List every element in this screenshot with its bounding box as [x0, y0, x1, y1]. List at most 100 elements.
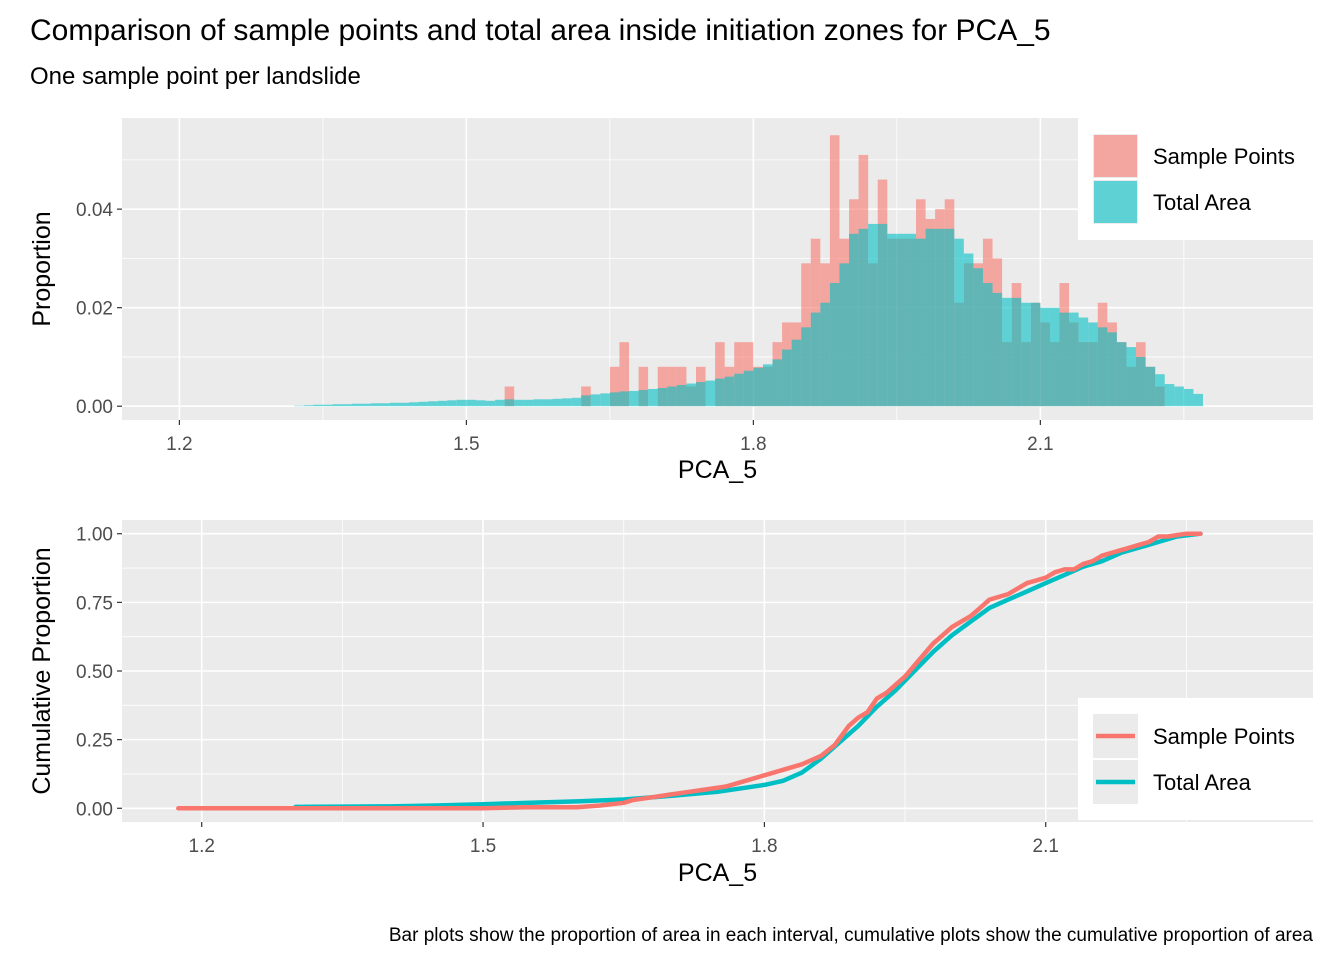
bar [791, 339, 802, 407]
legend: Sample Points Total Area [1078, 118, 1313, 240]
bar [1107, 332, 1117, 407]
bar [638, 389, 649, 407]
y-tick-label: 0.50 [76, 662, 113, 683]
bar [408, 402, 419, 407]
bar [868, 223, 878, 407]
bar [523, 399, 534, 407]
bar [896, 233, 907, 407]
line-series-sample-points [176, 531, 1203, 811]
bar [466, 399, 476, 407]
bar [801, 327, 811, 407]
bar [877, 223, 888, 407]
y-tick-label: 0.04 [76, 200, 113, 221]
cumulative-panel: 1.2 1.5 1.8 2.1 0.00 0.25 0.50 0.75 1.00 PCA_5 Cum… [28, 520, 1313, 887]
bar [762, 364, 773, 407]
bar [944, 228, 955, 407]
bar [447, 400, 457, 407]
y-tick-label: 0.25 [76, 731, 113, 752]
bar [829, 283, 840, 407]
bar [715, 378, 725, 407]
x-tick-label: 1.5 [470, 836, 496, 857]
bar [437, 400, 448, 407]
bar [590, 394, 601, 407]
bar [361, 403, 371, 407]
bar [973, 268, 983, 407]
bar [342, 404, 352, 407]
bar [1116, 342, 1127, 407]
legend-label: Total Area [1153, 190, 1252, 215]
bar [1049, 307, 1060, 407]
x-tick-label: 1.2 [189, 836, 215, 857]
bar [562, 398, 572, 407]
bar [303, 405, 314, 407]
legend-label: Sample Points [1153, 724, 1295, 749]
bar [1136, 356, 1146, 407]
bar [887, 233, 897, 407]
x-axis-title: PCA_5 [678, 859, 757, 887]
bar [724, 376, 735, 407]
bar [916, 238, 926, 407]
bar [1193, 393, 1203, 407]
bar [475, 400, 486, 407]
bar [829, 135, 840, 407]
bar [772, 359, 783, 407]
bar [1088, 322, 1098, 407]
bar [332, 404, 343, 407]
bar [485, 400, 496, 407]
bar [389, 402, 400, 407]
legend-label: Sample Points [1153, 144, 1295, 169]
bar [1078, 317, 1089, 407]
bar [695, 382, 706, 407]
bar [1164, 384, 1175, 407]
bar [906, 233, 916, 407]
x-tick-label: 1.2 [166, 434, 192, 455]
bar [1174, 386, 1184, 407]
legend: Sample Points Total Area [1078, 698, 1313, 820]
bar [1021, 302, 1031, 407]
bar [1059, 312, 1070, 407]
y-tick-label: 0.75 [76, 593, 113, 614]
y-tick-label: 1.00 [76, 525, 113, 546]
y-tick-label: 0.00 [76, 799, 113, 820]
bar [982, 283, 993, 407]
x-tick-label: 2.1 [1027, 434, 1053, 455]
bar [820, 302, 830, 407]
bar [1069, 312, 1079, 407]
bar [542, 399, 553, 407]
bar [963, 253, 974, 407]
bar [782, 349, 792, 407]
bar [705, 380, 716, 407]
bar [533, 399, 543, 407]
bar [858, 228, 869, 407]
bar [935, 228, 945, 407]
bar [370, 403, 381, 407]
bar [849, 233, 859, 407]
bar [743, 370, 754, 407]
bar [1183, 388, 1194, 407]
bar [657, 366, 668, 407]
bar [428, 401, 438, 407]
bar [925, 228, 936, 407]
bar [1030, 302, 1041, 407]
bar [1097, 327, 1108, 407]
y-tick-label: 0.02 [76, 299, 113, 320]
y-axis-title: Proportion [28, 211, 56, 326]
bar [380, 403, 390, 407]
bar [1126, 347, 1137, 407]
bar [504, 386, 515, 407]
y-axis-title: Cumulative Proportion [28, 547, 56, 794]
legend-key-swatch [1094, 181, 1137, 223]
bar-series-total-area [294, 223, 1203, 407]
chart-caption: Bar plots show the proportion of area in… [389, 925, 1314, 946]
bar [1040, 307, 1050, 407]
chart-subtitle: One sample point per landslide [30, 63, 361, 90]
bar [600, 393, 610, 407]
x-tick-label: 1.5 [453, 434, 479, 455]
bar [619, 391, 630, 407]
bar [351, 403, 362, 407]
bar [676, 385, 687, 407]
legend-label: Total Area [1153, 770, 1252, 795]
bar [686, 383, 696, 407]
